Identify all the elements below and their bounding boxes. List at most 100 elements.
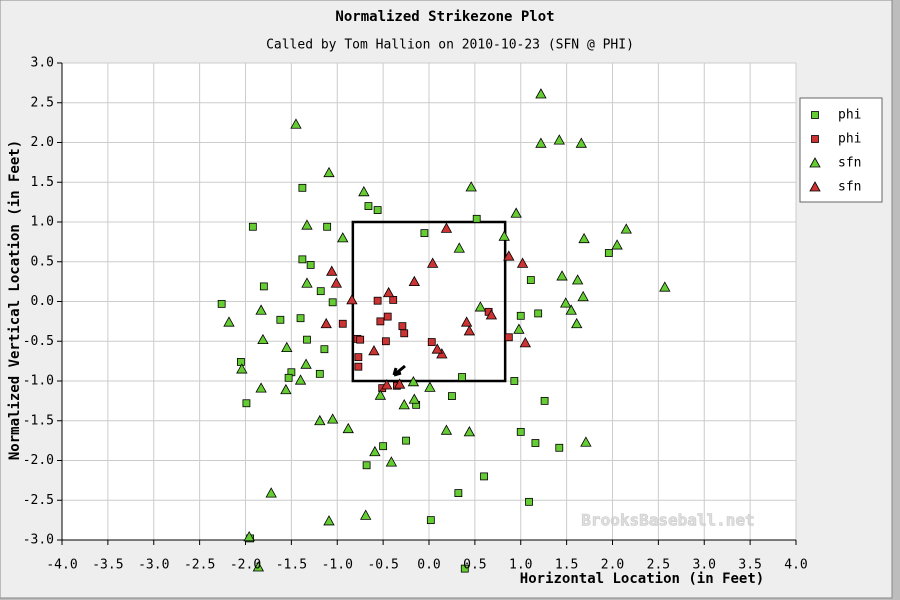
point xyxy=(571,274,584,285)
point xyxy=(535,137,547,148)
point xyxy=(376,317,385,326)
point xyxy=(346,294,358,305)
legend-marker xyxy=(811,111,819,119)
x-tick-label: 0.5 xyxy=(463,558,486,573)
point xyxy=(553,134,565,145)
point xyxy=(328,298,337,307)
point xyxy=(255,304,267,315)
point xyxy=(620,223,632,234)
point xyxy=(360,509,372,520)
legend-label: phi xyxy=(838,108,861,123)
point xyxy=(323,166,335,178)
point xyxy=(373,296,382,305)
point xyxy=(426,257,439,268)
point xyxy=(281,341,293,353)
x-tick-label: 1.0 xyxy=(509,558,532,573)
point xyxy=(400,329,409,338)
point xyxy=(440,222,453,233)
point xyxy=(301,219,313,230)
point xyxy=(320,345,329,354)
point xyxy=(303,335,311,344)
point xyxy=(611,239,623,250)
x-tick-label: -0.5 xyxy=(367,558,398,573)
x-tick-label: -4.0 xyxy=(46,558,77,573)
point xyxy=(407,375,420,387)
point xyxy=(480,472,488,481)
point xyxy=(315,369,324,378)
point xyxy=(519,337,532,348)
point xyxy=(326,265,338,276)
point xyxy=(265,487,277,498)
x-tick-label: 2.5 xyxy=(647,558,670,573)
point xyxy=(364,202,373,211)
point xyxy=(316,287,325,296)
point xyxy=(298,255,307,264)
y-tick-label: 1.0 xyxy=(31,215,54,230)
point xyxy=(342,422,354,434)
point xyxy=(354,353,363,362)
legend-label: sfn xyxy=(838,156,861,171)
arrow xyxy=(392,364,406,377)
point xyxy=(236,363,248,374)
y-tick-label: 3.0 xyxy=(31,56,54,71)
point xyxy=(578,232,590,244)
point xyxy=(535,88,547,99)
x-tick-label: -3.5 xyxy=(92,558,123,573)
point xyxy=(379,442,388,451)
point xyxy=(389,296,398,304)
y-tick-label: -0.5 xyxy=(23,334,54,349)
point xyxy=(575,137,587,148)
point xyxy=(323,222,332,231)
point xyxy=(560,297,572,308)
y-tick-label: -2.0 xyxy=(23,453,54,468)
point xyxy=(248,222,257,231)
point xyxy=(257,333,269,345)
x-tick-label: 4.0 xyxy=(784,558,807,573)
point xyxy=(427,338,436,346)
x-tick-label: 3.0 xyxy=(693,558,716,573)
point xyxy=(320,317,332,329)
point xyxy=(358,185,370,197)
point xyxy=(513,323,525,334)
point xyxy=(453,242,465,253)
point xyxy=(243,530,255,542)
point xyxy=(330,277,343,288)
x-tick-label: 3.5 xyxy=(738,558,761,573)
point xyxy=(408,393,420,404)
point xyxy=(300,358,312,369)
point xyxy=(296,314,305,323)
point xyxy=(284,373,293,382)
point xyxy=(381,379,393,390)
point xyxy=(259,282,268,291)
point xyxy=(426,516,435,525)
legend-marker xyxy=(809,181,821,192)
point xyxy=(255,382,267,393)
grid xyxy=(57,62,797,545)
point xyxy=(485,309,498,320)
y-tick-label: -1.5 xyxy=(23,413,54,428)
point xyxy=(531,439,540,447)
point xyxy=(565,304,577,315)
point xyxy=(280,383,292,395)
point xyxy=(516,427,525,436)
point xyxy=(472,214,481,223)
x-tick-label: -2.0 xyxy=(230,558,261,573)
point xyxy=(420,229,429,238)
chart-title: Normalized Strikezone Plot xyxy=(335,9,554,25)
point xyxy=(458,373,466,381)
y-tick-label: -3.0 xyxy=(23,533,54,548)
marks xyxy=(217,88,671,573)
point xyxy=(463,325,476,336)
point xyxy=(398,399,410,410)
y-axis-label: Normalized Vertical Location (in Feet) xyxy=(7,140,23,460)
point xyxy=(393,378,406,389)
point xyxy=(510,377,519,385)
point xyxy=(580,436,592,447)
point xyxy=(323,515,335,526)
point xyxy=(460,316,473,327)
y-tick-label: 1.5 xyxy=(31,175,54,190)
point xyxy=(571,317,583,329)
point xyxy=(604,249,613,257)
point xyxy=(242,399,251,408)
